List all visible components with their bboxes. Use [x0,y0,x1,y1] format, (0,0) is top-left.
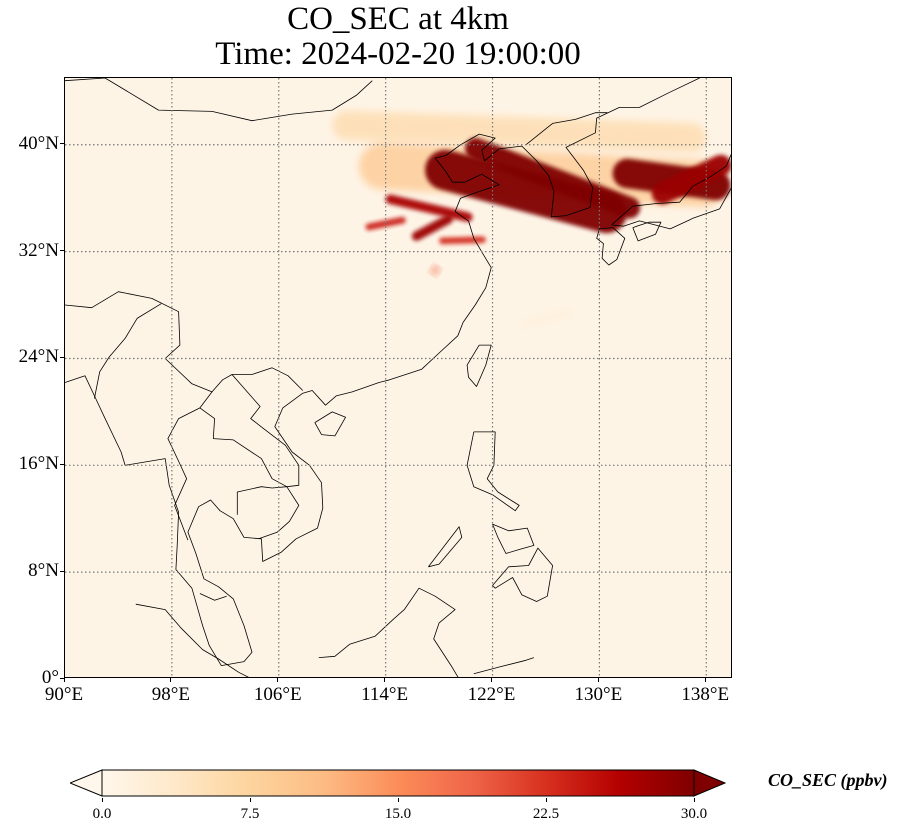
gridline-layer [65,78,731,677]
colorbar-title: CO_SEC (ppbv) [768,770,888,790]
co-plume-band [332,110,707,153]
co-plume-band [439,236,486,245]
latitude-tick-label: 40°N [18,132,59,154]
malaysia-thailand-border [199,593,227,601]
sulawesi-coast [473,657,535,675]
longitude-tick-label: 130°E [574,684,623,705]
latitude-tick-label: 16°N [18,453,59,475]
latitude-tick-mark [60,250,64,252]
colorbar-tick-label: 7.5 [240,806,260,822]
longitude-tick-label: 98°E [151,684,190,705]
colorbar-tick-label: 15.0 [384,806,412,822]
latitude-tick-label: 8°N [28,560,59,582]
china-north-border [65,78,373,122]
visayas-coast [492,523,535,554]
co-plume-band [651,154,731,205]
co-plume-band [365,216,406,231]
myanmar-thailand-border [167,391,213,541]
colorbar-tick-mark [249,798,251,802]
longitude-tick-mark [170,678,172,682]
longitude-tick-mark [491,678,493,682]
sumatra-coast [135,603,249,677]
colorbar-tick-mark [101,798,103,802]
co-plume-layer [332,110,731,329]
palawan-coast [428,526,463,568]
latitude-tick-mark [60,677,64,679]
longitude-tick-mark [277,678,279,682]
colorbar-svg [68,769,727,797]
title-line-1: CO_SEC at 4km [287,1,509,37]
co-plume-band [465,137,641,219]
longitude-tick-mark [63,678,65,682]
longitude-tick-label: 122°E [467,684,516,705]
longitude-tick-mark [597,678,599,682]
bangladesh-india-border [94,303,162,399]
japan-honshu-coast [611,153,731,230]
co-plume-band [411,214,453,241]
luzon-coast [466,431,520,512]
latitude-tick-mark [60,143,64,145]
colorbar-tick-mark [693,798,695,802]
co-plume-band [430,265,440,275]
co-plume-band [385,194,473,222]
colorbar [68,768,727,798]
colorbar-tick-mark [545,798,547,802]
figure-title: CO_SEC at 4km Time: 2024-02-20 19:00:00 [64,2,732,72]
hainan-coast [314,411,347,437]
asia-mainland-coast [65,78,700,666]
mongolia-korea-border [525,112,608,146]
longitude-tick-label: 90°E [44,684,84,705]
colorbar-extend-min [68,769,103,797]
longitude-tick-label: 138°E [681,684,730,705]
latitude-tick-label: 32°N [18,239,59,261]
colorbar-tick-mark [397,798,399,802]
latitude-tick-label: 24°N [18,346,59,368]
laos-border [199,374,300,488]
title-line-2: Time: 2024-02-20 19:00:00 [215,36,581,72]
longitude-tick-mark [704,678,706,682]
longitude-tick-label: 114°E [361,684,409,705]
colorbar-tick-label: 30.0 [680,806,708,822]
japan-kyushu-coast [596,227,626,266]
borneo-coast [318,587,459,677]
latitude-tick-mark [60,570,64,572]
longitude-tick-label: 106°E [253,684,302,705]
mindanao-coast [492,547,554,602]
colorbar-tick-label: 0.0 [92,806,112,822]
colorbar-extend-max [693,769,727,797]
colorbar-gradient [101,769,695,797]
japan-shikoku-coast [632,221,662,242]
latitude-tick-mark [60,463,64,465]
latitude-tick-mark [60,356,64,358]
co-plume-band [519,308,573,329]
map-panel [64,77,732,678]
coastline-layer [65,78,731,677]
taiwan-coast [466,344,492,387]
latitude-tick-label: 0° [41,667,59,688]
colorbar-tick-label: 22.5 [532,806,560,822]
china-southwest-border [65,291,304,393]
cambodia-border [236,486,300,540]
longitude-tick-mark [384,678,386,682]
map-canvas [65,78,731,677]
